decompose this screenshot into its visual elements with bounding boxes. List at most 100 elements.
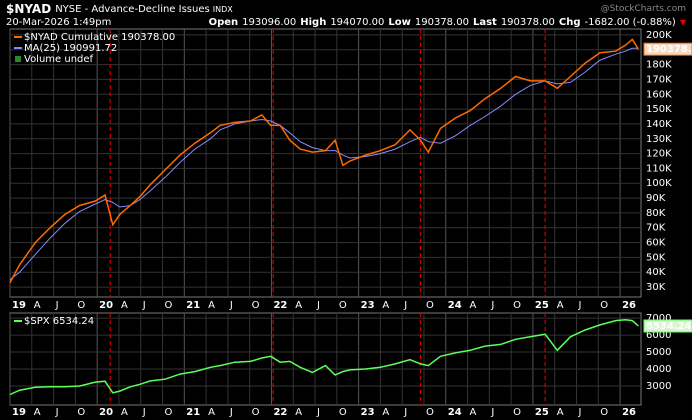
x-tick-label: 26 [622, 300, 636, 311]
series-line [9, 38, 640, 283]
x-tick-label: A [557, 407, 564, 418]
x-tick-label: 19 [12, 300, 26, 311]
x-tick-label: J [55, 300, 59, 311]
y-tick-label: 170K [646, 74, 672, 85]
x-tick-label: O [513, 407, 521, 418]
x-tick-label: 22 [273, 407, 287, 418]
x-tick-label: A [470, 300, 477, 311]
security-name: NYSE - Advance-Decline Issues [55, 3, 210, 15]
brand: @StockCharts.com [600, 4, 686, 14]
x-tick-label: O [339, 300, 347, 311]
x-tick-label: 20 [99, 407, 113, 418]
y-tick-label: 60K [646, 238, 666, 249]
quote-label: Chg [558, 16, 581, 28]
y-tick-label: 50K [646, 252, 666, 263]
x-tick-label: A [121, 407, 128, 418]
x-tick-label: 25 [535, 407, 549, 418]
y-tick-label: 6000 [646, 330, 671, 341]
x-tick-label: J [229, 407, 233, 418]
y-tick-label: 150K [646, 104, 672, 115]
series-line [9, 319, 639, 396]
y-tick-label: 120K [646, 149, 672, 160]
y-tick-label: 200K [646, 30, 672, 41]
x-tick-label: A [382, 407, 389, 418]
last-value-label: 6534.24 [646, 321, 692, 332]
x-tick-label: 26 [622, 407, 636, 418]
x-tick-label: O [600, 407, 608, 418]
quote: Open 193096.00 High 194070.00 Low 190378.00 La… [209, 17, 676, 28]
legend-swatch [15, 56, 21, 62]
x-tick-label: O [77, 300, 85, 311]
y-tick-label: 40K [646, 267, 666, 278]
quote-value: 193096.00 [242, 16, 297, 28]
x-tick-label: O [165, 300, 173, 311]
x-tick-label: O [600, 300, 608, 311]
last-value-tag [643, 42, 692, 56]
y-tick-label: 3000 [646, 381, 671, 392]
x-tick-label: 24 [448, 407, 462, 418]
last-value-tag [643, 319, 692, 333]
y-tick-label: 110K [646, 163, 672, 174]
x-tick-label: J [578, 300, 582, 311]
last-value-label: 190378.0 [646, 44, 692, 55]
x-tick-label: O [252, 300, 260, 311]
x-tick-label: J [403, 407, 407, 418]
x-tick-label: 24 [448, 300, 462, 311]
x-tick-label: J [403, 300, 407, 311]
x-tick-label: O [339, 407, 347, 418]
x-tick-label: A [295, 300, 302, 311]
y-tick-label: 140K [646, 119, 672, 130]
quote-label: Last [472, 16, 497, 28]
y-tick-label: 70K [646, 223, 666, 234]
x-tick-label: A [470, 407, 477, 418]
y-tick-label: 4000 [646, 364, 671, 375]
x-tick-label: O [426, 300, 434, 311]
plot-area [9, 28, 642, 298]
legend-label: $NYAD Cumulative 190378.00 [24, 32, 175, 43]
quote-value: -1682.00 (-0.88%) [584, 16, 676, 28]
x-tick-label: 20 [99, 300, 113, 311]
exchange: INDX [212, 4, 233, 14]
x-tick-label: J [316, 300, 320, 311]
x-tick-label: J [578, 407, 582, 418]
x-tick-label: O [513, 300, 521, 311]
y-tick-label: 100K [646, 178, 672, 189]
legend-label: MA(25) 190991.72 [24, 43, 117, 54]
x-tick-label: O [252, 407, 260, 418]
legend-label: $SPX 6534.24 [24, 316, 94, 327]
quote-value: 194070.00 [330, 16, 385, 28]
y-tick-label: 7000 [646, 313, 671, 324]
x-tick-label: 19 [12, 407, 26, 418]
x-tick-label: A [557, 300, 564, 311]
y-tick-label: 5000 [646, 347, 671, 358]
symbol: $NYAD [6, 2, 52, 16]
x-tick-label: A [382, 300, 389, 311]
x-tick-label: J [55, 407, 59, 418]
x-tick-label: J [142, 407, 146, 418]
x-tick-label: A [208, 300, 215, 311]
legend-label: Volume undef [24, 54, 94, 65]
date: 20-Mar-2026 1:49pm [6, 16, 112, 28]
y-tick-label: 160K [646, 89, 672, 100]
quote-row: 20-Mar-2026 1:49pm Open 193096.00 High 1940… [6, 15, 686, 29]
x-tick-label: 21 [186, 300, 200, 311]
x-tick-label: A [34, 300, 41, 311]
quote-label: Open [208, 16, 239, 28]
quote-value: 190378.00 [500, 16, 555, 28]
x-tick-label: J [142, 300, 146, 311]
y-tick-label: 180K [646, 60, 672, 71]
x-tick-label: J [490, 407, 494, 418]
x-tick-label: 23 [361, 407, 375, 418]
x-tick-label: O [426, 407, 434, 418]
down-arrow: ▼ [679, 17, 686, 27]
x-tick-label: 22 [273, 300, 287, 311]
x-tick-label: A [208, 407, 215, 418]
x-tick-label: A [34, 407, 41, 418]
y-tick-label: 80K [646, 208, 666, 219]
y-tick-label: 130K [646, 134, 672, 145]
x-tick-label: O [77, 407, 85, 418]
quote-label: High [300, 16, 327, 28]
x-tick-label: J [229, 300, 233, 311]
x-tick-label: O [165, 407, 173, 418]
